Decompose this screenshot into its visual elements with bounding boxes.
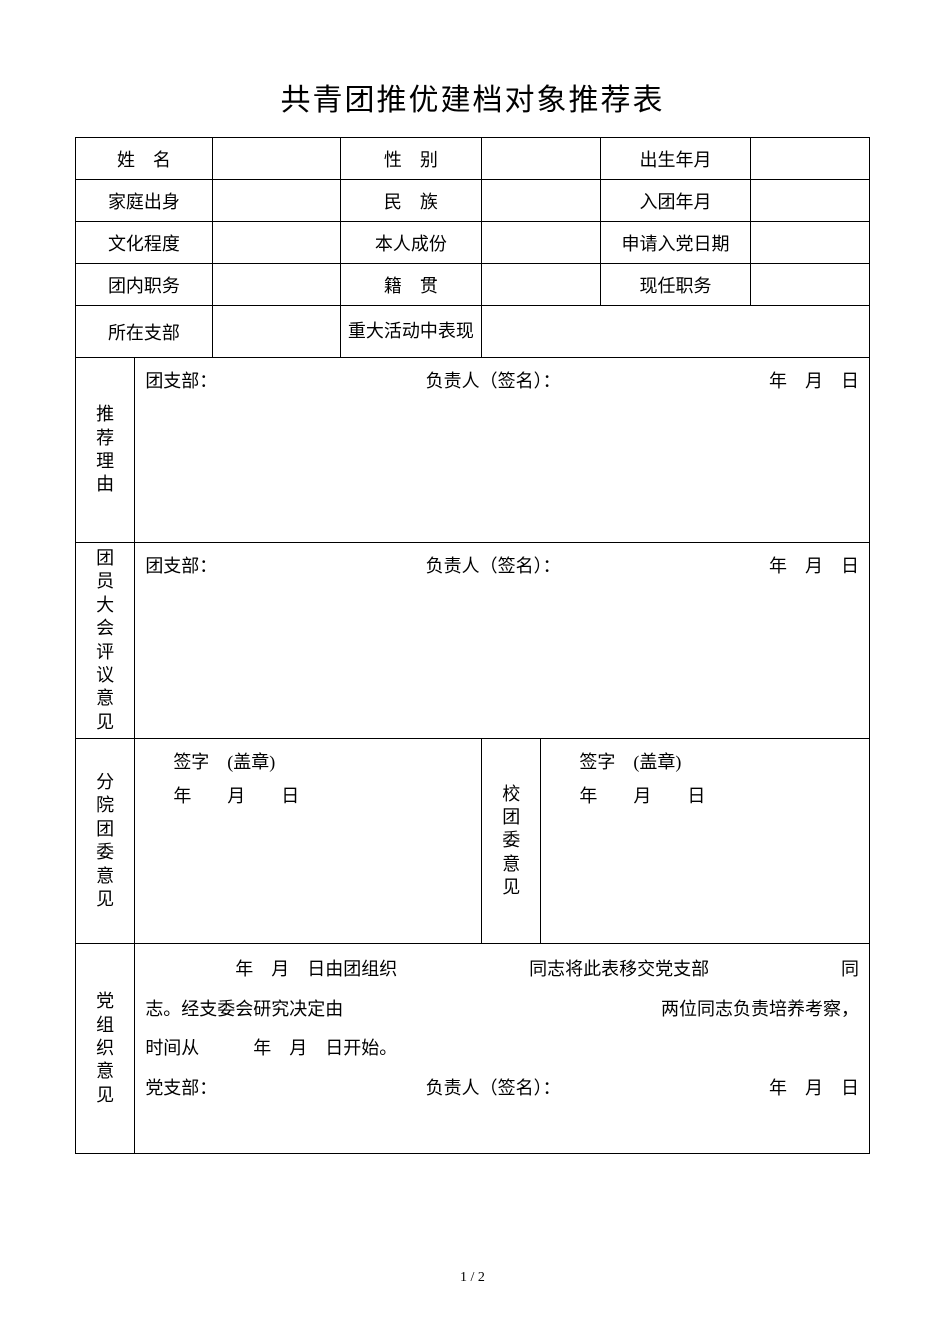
page-title: 共青团推优建档对象推荐表 (75, 75, 870, 119)
label-dept-committee: 分院团委意见 (76, 739, 135, 944)
value-current-position (751, 264, 870, 306)
label-education: 文化程度 (76, 222, 213, 264)
form-table: 姓 名 性 别 出生年月 家庭出身 民 族 入团年月 文化程度 本人成份 申请入… (75, 137, 870, 1154)
label-apply-party-date: 申请入党日期 (600, 222, 751, 264)
value-education (212, 222, 340, 264)
value-join-date (751, 180, 870, 222)
label-ethnicity: 民 族 (340, 180, 481, 222)
page-number: 1 / 2 (0, 1270, 945, 1286)
value-name (212, 138, 340, 180)
label-party-opinion: 党组织意见 (76, 944, 135, 1154)
label-birth: 出生年月 (600, 138, 751, 180)
label-composition: 本人成份 (340, 222, 481, 264)
content-party-opinion: 年 月 日由团组织 同志将此表移交党支部 同 志。经支委会研究决定由 两位同志负… (135, 944, 870, 1154)
value-composition (482, 222, 601, 264)
value-activity-performance (482, 306, 870, 358)
label-meeting-opinion: 团员大会评议意见 (76, 543, 135, 739)
content-recommend-reason: 团支部： 负责人（签名）： 年 月 日 (135, 358, 870, 543)
value-birth (751, 138, 870, 180)
value-ethnicity (482, 180, 601, 222)
label-school-committee: 校团委意见 (482, 739, 541, 944)
label-native-place: 籍 贯 (340, 264, 481, 306)
label-join-date: 入团年月 (600, 180, 751, 222)
value-apply-party-date (751, 222, 870, 264)
content-dept-committee: 签字 (盖章) 年 月 日 (135, 739, 482, 944)
label-league-position: 团内职务 (76, 264, 213, 306)
label-recommend-reason: 推荐理由 (76, 358, 135, 543)
content-meeting-opinion: 团支部： 负责人（签名）： 年 月 日 (135, 543, 870, 739)
value-branch (212, 306, 340, 358)
label-gender: 性 别 (340, 138, 481, 180)
label-branch: 所在支部 (76, 306, 213, 358)
label-activity-performance: 重大活动中表现 (340, 306, 481, 358)
label-family-origin: 家庭出身 (76, 180, 213, 222)
content-school-committee: 签字 (盖章) 年 月 日 (541, 739, 870, 944)
value-family-origin (212, 180, 340, 222)
value-gender (482, 138, 601, 180)
label-name: 姓 名 (76, 138, 213, 180)
value-native-place (482, 264, 601, 306)
label-current-position: 现任职务 (600, 264, 751, 306)
value-league-position (212, 264, 340, 306)
